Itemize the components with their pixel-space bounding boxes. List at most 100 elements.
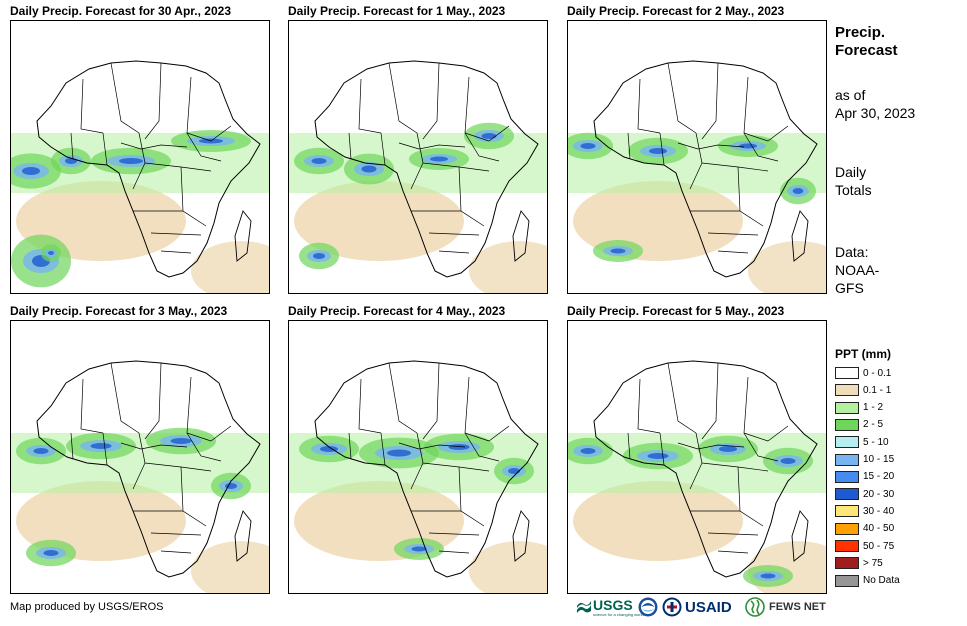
fews-globe-icon bbox=[745, 597, 765, 617]
dry-zone bbox=[573, 481, 743, 561]
rain-cell bbox=[580, 448, 596, 454]
map-panel: Daily Precip. Forecast for 1 May., 2023 bbox=[288, 4, 548, 294]
legend-label: 5 - 10 bbox=[863, 436, 889, 448]
country-border bbox=[144, 62, 162, 140]
legend-swatch bbox=[835, 557, 859, 570]
sidebar-totals: Daily Totals bbox=[835, 163, 872, 199]
precip-map bbox=[11, 21, 269, 293]
legend-swatch bbox=[835, 401, 859, 414]
country-border bbox=[80, 78, 104, 134]
country-border bbox=[464, 432, 500, 462]
legend-swatch bbox=[835, 436, 859, 449]
country-border bbox=[388, 362, 418, 434]
legend-label: 30 - 40 bbox=[863, 505, 895, 517]
country-border bbox=[210, 125, 232, 142]
country-border bbox=[701, 362, 719, 440]
country-border bbox=[380, 432, 386, 466]
map-frame bbox=[567, 320, 827, 594]
country-border bbox=[110, 62, 140, 134]
rain-cell bbox=[43, 550, 59, 556]
country-border bbox=[70, 132, 74, 160]
usgs-tagline: science for a changing world bbox=[593, 611, 644, 617]
country-border bbox=[767, 125, 789, 142]
country-border bbox=[707, 532, 759, 536]
legend-label: 50 - 75 bbox=[863, 540, 895, 552]
legend-item: 30 - 40 bbox=[835, 504, 894, 518]
sidebar-title-line: Precip. bbox=[835, 24, 886, 41]
country-border bbox=[743, 132, 779, 162]
country-border bbox=[637, 378, 661, 434]
country-border bbox=[428, 232, 480, 236]
coastline bbox=[36, 60, 261, 278]
map-frame bbox=[288, 20, 548, 294]
legend-label: 0 - 0.1 bbox=[863, 367, 892, 379]
legend-item: 40 - 50 bbox=[835, 522, 894, 536]
map-panel: Daily Precip. Forecast for 3 May., 2023 bbox=[10, 304, 270, 594]
country-border bbox=[677, 142, 745, 150]
precip-map bbox=[289, 21, 547, 293]
country-border bbox=[380, 132, 386, 166]
data-source-line: NOAA- bbox=[835, 262, 880, 278]
legend-item: 0.1 - 1 bbox=[835, 383, 891, 397]
country-border bbox=[422, 62, 440, 140]
country-border bbox=[144, 362, 162, 440]
coastline bbox=[593, 60, 818, 278]
rain-cell bbox=[320, 446, 338, 452]
legend-swatch bbox=[835, 470, 859, 483]
country-border bbox=[488, 125, 510, 142]
country-border bbox=[120, 142, 188, 150]
map-frame bbox=[10, 20, 270, 294]
country-border bbox=[438, 250, 470, 254]
country-border bbox=[627, 132, 631, 160]
rain-cell bbox=[610, 248, 626, 254]
country-border bbox=[358, 378, 382, 434]
legend-swatch bbox=[835, 488, 859, 501]
noaa-logo bbox=[638, 596, 658, 618]
country-border bbox=[102, 432, 108, 466]
country-border bbox=[398, 442, 466, 450]
legend-label: 2 - 5 bbox=[863, 419, 884, 431]
country-border bbox=[428, 532, 480, 536]
madagascar-outline bbox=[791, 210, 809, 262]
dry-zone bbox=[469, 541, 547, 593]
madagascar-outline bbox=[791, 510, 809, 562]
madagascar-outline bbox=[512, 210, 530, 262]
legend-item: 20 - 30 bbox=[835, 487, 894, 501]
legend-item: 10 - 15 bbox=[835, 453, 894, 467]
fews-logo: FEWS NET bbox=[745, 596, 826, 618]
usaid-logo: USAID bbox=[662, 596, 732, 618]
map-panel: Daily Precip. Forecast for 30 Apr., 2023 bbox=[10, 4, 270, 294]
usgs-logo: USGS science for a changing world bbox=[576, 596, 644, 618]
country-border bbox=[659, 132, 665, 166]
dry-zone bbox=[748, 241, 826, 293]
country-border bbox=[348, 432, 352, 460]
country-border bbox=[717, 550, 749, 554]
legend-swatch bbox=[835, 522, 859, 535]
country-border bbox=[422, 362, 440, 440]
map-panel: Daily Precip. Forecast for 2 May., 2023 bbox=[567, 4, 827, 294]
rain-cell bbox=[508, 468, 520, 474]
rain-cell bbox=[311, 158, 327, 164]
legend-swatch bbox=[835, 574, 859, 587]
coastline bbox=[593, 360, 818, 578]
legend-swatch bbox=[835, 418, 859, 431]
country-border bbox=[186, 432, 222, 462]
precip-map bbox=[568, 21, 826, 293]
panel-title: Daily Precip. Forecast for 4 May., 2023 bbox=[288, 304, 506, 318]
data-source-line: Data: bbox=[835, 244, 869, 260]
country-border bbox=[743, 432, 779, 462]
country-border bbox=[348, 132, 352, 160]
usaid-seal-icon bbox=[662, 597, 682, 617]
country-border bbox=[488, 425, 510, 442]
rain-cell bbox=[649, 148, 667, 154]
rain-cell bbox=[48, 251, 54, 255]
legend-label: 40 - 50 bbox=[863, 523, 895, 535]
country-border bbox=[767, 425, 789, 442]
rain-cell bbox=[760, 573, 776, 579]
legend-item: 1 - 2 bbox=[835, 401, 883, 415]
legend-item: 0 - 0.1 bbox=[835, 366, 891, 380]
rain-cell bbox=[739, 143, 757, 149]
asof-label: as of bbox=[835, 87, 866, 103]
country-border bbox=[210, 425, 232, 442]
legend-item: No Data bbox=[835, 574, 900, 588]
